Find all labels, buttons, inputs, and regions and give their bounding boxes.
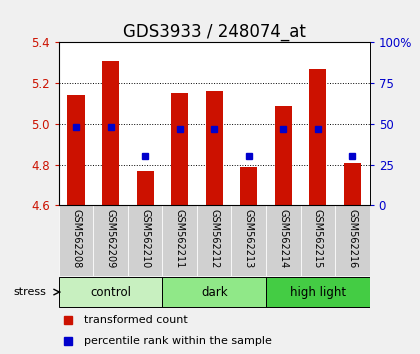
Text: GSM562214: GSM562214: [278, 209, 288, 268]
Text: GSM562210: GSM562210: [140, 209, 150, 268]
Bar: [240, 167, 257, 205]
Bar: [301, 205, 335, 276]
Text: high light: high light: [290, 286, 346, 298]
Text: GSM562216: GSM562216: [347, 209, 357, 268]
Text: control: control: [90, 286, 131, 298]
Text: transformed count: transformed count: [84, 315, 187, 325]
Bar: [275, 105, 292, 205]
Text: GSM562215: GSM562215: [313, 209, 323, 268]
Text: GSM562209: GSM562209: [105, 209, 116, 268]
Bar: [102, 61, 119, 205]
Bar: [171, 93, 188, 205]
Bar: [309, 69, 326, 205]
Bar: [68, 96, 85, 205]
Bar: [163, 205, 197, 276]
Title: GDS3933 / 248074_at: GDS3933 / 248074_at: [123, 23, 306, 41]
Bar: [128, 205, 163, 276]
Bar: [205, 91, 223, 205]
Text: GSM562213: GSM562213: [244, 209, 254, 268]
Bar: [197, 205, 231, 276]
Text: GSM562212: GSM562212: [209, 209, 219, 268]
Bar: [344, 162, 361, 205]
Bar: [163, 277, 266, 307]
Text: GSM562211: GSM562211: [175, 209, 185, 268]
Bar: [266, 205, 301, 276]
Bar: [93, 205, 128, 276]
Text: dark: dark: [201, 286, 228, 298]
Bar: [59, 277, 163, 307]
Bar: [136, 171, 154, 205]
Bar: [59, 205, 93, 276]
Text: percentile rank within the sample: percentile rank within the sample: [84, 336, 272, 346]
Bar: [335, 205, 370, 276]
Bar: [231, 205, 266, 276]
Text: GSM562208: GSM562208: [71, 209, 81, 268]
Bar: [266, 277, 370, 307]
Text: stress: stress: [13, 287, 46, 297]
